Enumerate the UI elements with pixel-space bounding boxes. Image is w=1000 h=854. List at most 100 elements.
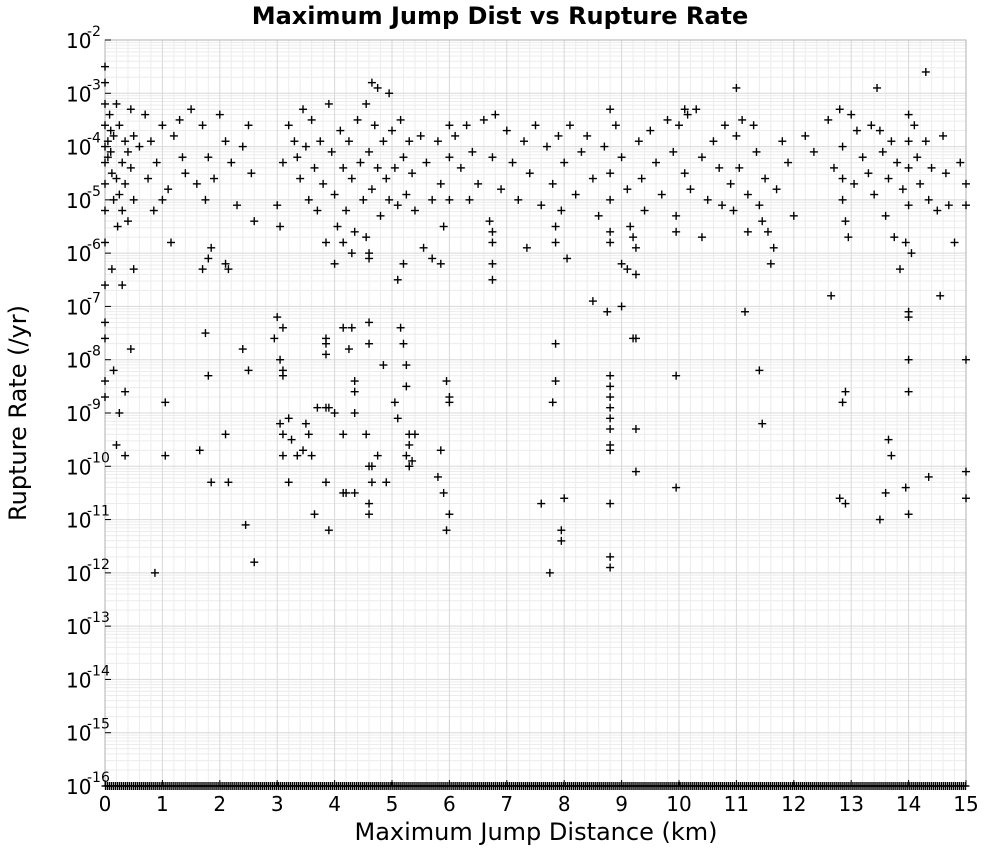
x-tick-label: 14 (896, 792, 921, 816)
data-point (646, 126, 655, 135)
y-tick-label: 10 (66, 455, 91, 479)
data-point (379, 137, 388, 146)
data-point (838, 174, 847, 183)
data-point (881, 211, 890, 220)
data-point (921, 67, 930, 76)
data-point (339, 430, 348, 439)
data-point (201, 329, 210, 338)
data-point (551, 339, 560, 348)
data-point (367, 185, 376, 194)
data-point (350, 227, 359, 236)
x-axis-label: Maximum Jump Distance (km) (355, 818, 718, 846)
data-point (835, 494, 844, 503)
data-point (365, 318, 374, 327)
data-point (129, 131, 138, 140)
data-point (382, 478, 391, 487)
data-point (238, 142, 247, 151)
data-point (233, 201, 242, 210)
data-point (878, 147, 887, 156)
data-point (370, 121, 379, 130)
data-point (135, 142, 144, 151)
data-point (545, 568, 554, 577)
data-point (939, 131, 948, 140)
data-point (962, 179, 970, 188)
data-point (669, 147, 678, 156)
data-point (904, 313, 913, 322)
data-point (755, 201, 764, 210)
data-point (525, 169, 534, 178)
data-point (451, 131, 460, 140)
data-point (221, 137, 230, 146)
data-point (838, 142, 847, 151)
data-point (809, 147, 818, 156)
data-point (502, 126, 511, 135)
y-tick-label: 10 (66, 349, 91, 373)
data-point (606, 563, 615, 572)
data-point (402, 451, 411, 460)
y-tick-label-exponent: -5 (87, 184, 101, 200)
data-point (442, 526, 451, 535)
data-point (763, 227, 772, 236)
y-tick-label: 10 (66, 562, 91, 586)
data-point (962, 355, 970, 364)
data-point (247, 169, 256, 178)
data-point (743, 190, 752, 199)
data-point (657, 190, 666, 199)
data-point (169, 131, 178, 140)
data-point (373, 451, 382, 460)
data-point (631, 467, 640, 476)
data-point (101, 206, 109, 215)
data-point (293, 451, 302, 460)
data-point (680, 105, 689, 114)
data-point (801, 131, 810, 140)
data-point (353, 115, 362, 124)
data-point (838, 195, 847, 204)
data-point (321, 478, 330, 487)
data-point (167, 238, 176, 247)
chart-title: Maximum Jump Dist vs Rupture Rate (252, 2, 749, 30)
data-point (672, 483, 681, 492)
data-point (310, 510, 319, 519)
y-tick-label-exponent: -4 (87, 131, 101, 147)
data-point (844, 233, 853, 242)
data-point (410, 206, 419, 215)
data-point (729, 206, 738, 215)
data-point (683, 110, 692, 119)
data-point (557, 536, 566, 545)
data-point (158, 195, 167, 204)
data-point (210, 174, 219, 183)
data-point (623, 185, 632, 194)
data-point (941, 169, 950, 178)
data-point (904, 163, 913, 172)
data-point (362, 99, 371, 108)
data-point (904, 110, 913, 119)
y-tick-label-exponent: -9 (87, 397, 101, 413)
data-point (324, 99, 333, 108)
data-point (944, 201, 953, 210)
data-point (287, 435, 296, 444)
data-point (115, 409, 124, 417)
data-point (126, 105, 135, 114)
data-point (617, 302, 626, 311)
data-point (103, 153, 112, 162)
x-tick-label: 6 (443, 792, 456, 816)
data-point (884, 174, 893, 183)
data-point (121, 451, 130, 460)
data-point (250, 217, 259, 226)
data-point (910, 121, 919, 130)
data-point (327, 147, 336, 156)
x-tick-label: 10 (666, 792, 691, 816)
data-point (870, 190, 879, 199)
data-point (474, 179, 483, 188)
data-point (789, 211, 798, 220)
data-point (904, 201, 913, 210)
data-point (631, 424, 640, 433)
data-point (121, 137, 130, 146)
data-point (950, 238, 959, 247)
data-point (904, 137, 913, 146)
data-point (278, 371, 287, 380)
data-point (847, 110, 856, 119)
data-point (749, 121, 758, 130)
data-point (161, 398, 170, 407)
